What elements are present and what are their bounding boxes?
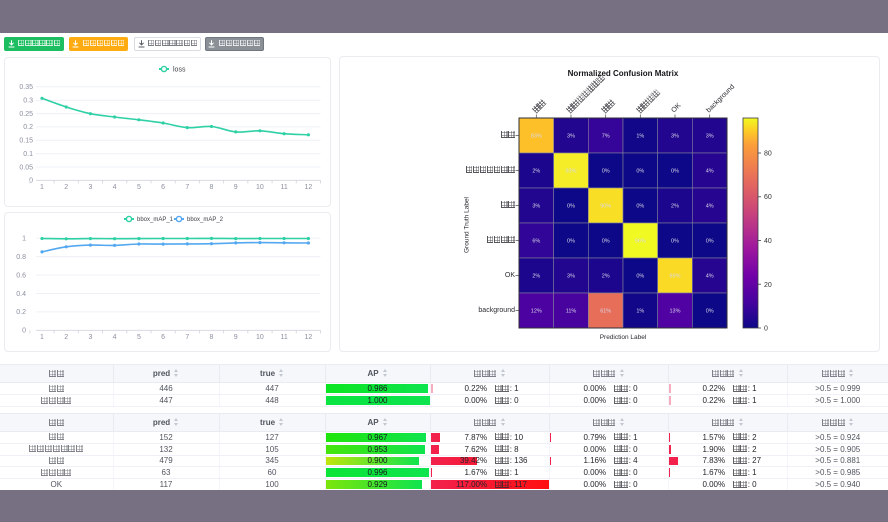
svg-text:0: 0 [29, 178, 33, 185]
svg-text:8: 8 [210, 334, 214, 341]
svg-text:60: 60 [764, 194, 772, 201]
svg-text:0.25: 0.25 [19, 111, 33, 118]
svg-text:0.4: 0.4 [16, 291, 26, 298]
svg-text:61%: 61% [600, 309, 611, 315]
svg-text:5: 5 [137, 334, 141, 341]
svg-text:1: 1 [22, 235, 26, 242]
svg-text:4%: 4% [706, 204, 714, 210]
svg-text:3%: 3% [532, 204, 540, 210]
svg-text:40: 40 [764, 238, 772, 245]
svg-text:0.15: 0.15 [19, 138, 33, 145]
svg-text:96%: 96% [635, 239, 646, 245]
svg-text:0.1: 0.1 [23, 151, 33, 158]
svg-text:11%: 11% [566, 309, 577, 315]
svg-text:2: 2 [64, 184, 68, 191]
svg-text:7: 7 [185, 184, 189, 191]
svg-text:2%: 2% [671, 204, 679, 210]
svg-text:0%: 0% [567, 204, 575, 210]
svg-text:3: 3 [88, 184, 92, 191]
svg-text:0%: 0% [636, 204, 644, 210]
svg-text:7%: 7% [602, 134, 610, 140]
svg-text:12: 12 [305, 184, 313, 191]
svg-text:1: 1 [40, 184, 44, 191]
svg-text:6: 6 [161, 334, 165, 341]
svg-text:9: 9 [234, 184, 238, 191]
svg-text:0%: 0% [706, 309, 714, 315]
svg-text:0.2: 0.2 [16, 309, 26, 316]
svg-text:89%: 89% [669, 274, 680, 280]
svg-text:4%: 4% [706, 274, 714, 280]
svg-text:2%: 2% [602, 274, 610, 280]
svg-text:2%: 2% [532, 169, 540, 175]
svg-text:13%: 13% [669, 309, 680, 315]
svg-text:0%: 0% [602, 169, 610, 175]
svg-text:2%: 2% [532, 274, 540, 280]
svg-text:0%: 0% [636, 274, 644, 280]
svg-text:0: 0 [22, 328, 26, 335]
svg-text:8: 8 [210, 184, 214, 191]
svg-text:93%: 93% [565, 169, 576, 175]
svg-text:1%: 1% [636, 309, 644, 315]
svg-text:3: 3 [88, 334, 92, 341]
svg-text:0.05: 0.05 [19, 164, 33, 171]
svg-text:12%: 12% [531, 309, 542, 315]
svg-text:0.2: 0.2 [23, 124, 33, 131]
svg-text:0%: 0% [567, 239, 575, 245]
svg-text:0%: 0% [636, 169, 644, 175]
svg-text:3%: 3% [567, 274, 575, 280]
svg-text:bbox_mAP_2: bbox_mAP_2 [187, 217, 224, 223]
svg-text:2: 2 [64, 334, 68, 341]
svg-text:5: 5 [137, 184, 141, 191]
svg-text:0.6: 0.6 [16, 272, 26, 279]
svg-text:4%: 4% [706, 169, 714, 175]
svg-text:4: 4 [113, 184, 117, 191]
svg-text:12: 12 [305, 334, 313, 341]
svg-text:1: 1 [40, 334, 44, 341]
svg-text:20: 20 [764, 282, 772, 289]
svg-text:10: 10 [256, 184, 264, 191]
svg-text:3%: 3% [671, 134, 679, 140]
svg-text:83%: 83% [531, 134, 542, 140]
svg-text:90%: 90% [600, 204, 611, 210]
svg-text:0%: 0% [706, 239, 714, 245]
svg-text:10: 10 [256, 334, 264, 341]
svg-text:0: 0 [764, 326, 768, 333]
svg-text:0.35: 0.35 [19, 84, 33, 91]
svg-text:0.8: 0.8 [16, 254, 26, 261]
svg-text:11: 11 [280, 184, 287, 191]
svg-text:0%: 0% [602, 239, 610, 245]
svg-text:3%: 3% [567, 134, 575, 140]
svg-text:1%: 1% [636, 134, 644, 140]
svg-text:11: 11 [280, 334, 287, 341]
svg-text:6: 6 [161, 184, 165, 191]
svg-text:0%: 0% [671, 169, 679, 175]
svg-text:bbox_mAP_1: bbox_mAP_1 [137, 217, 174, 223]
svg-text:3%: 3% [706, 134, 714, 140]
svg-text:4: 4 [113, 334, 117, 341]
svg-text:0.3: 0.3 [23, 98, 33, 105]
svg-text:9: 9 [234, 334, 238, 341]
svg-text:0%: 0% [671, 239, 679, 245]
svg-text:6%: 6% [532, 239, 540, 245]
svg-text:80: 80 [764, 151, 772, 158]
svg-text:7: 7 [185, 334, 189, 341]
svg-text:loss: loss [173, 67, 186, 74]
